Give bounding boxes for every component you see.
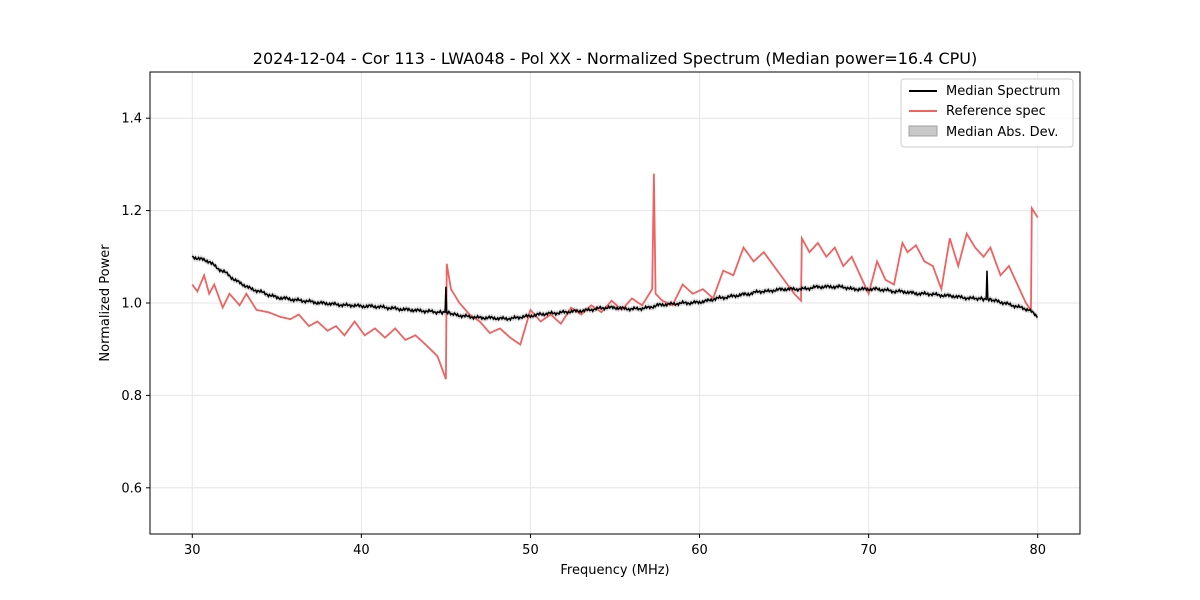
y-tick-label: 1.2 xyxy=(121,204,142,219)
x-axis-label: Frequency (MHz) xyxy=(560,563,669,578)
y-axis-label: Normalized Power xyxy=(98,244,113,362)
y-tick-label: 0.8 xyxy=(121,389,142,404)
reference-spectrum-line xyxy=(191,173,1039,380)
x-tick-label: 40 xyxy=(353,543,370,558)
legend: Median Spectrum Reference spec Median Ab… xyxy=(900,78,1074,148)
x-tick-label: 80 xyxy=(1029,543,1046,558)
y-tick-label: 1.0 xyxy=(121,297,142,312)
median-spectrum-line xyxy=(191,255,1038,322)
x-tick-label: 60 xyxy=(691,543,708,558)
series-layer xyxy=(191,173,1039,380)
y-tick-label: 0.6 xyxy=(121,481,142,496)
x-tick-label: 30 xyxy=(184,543,201,558)
x-tick-label: 50 xyxy=(522,543,539,558)
legend-mad-label: Median Abs. Dev. xyxy=(946,125,1058,140)
chart-title: 2024-12-04 - Cor 113 - LWA048 - Pol XX -… xyxy=(253,49,977,68)
x-axis-ticks: 30 40 50 60 70 80 xyxy=(184,534,1046,558)
y-tick-label: 1.4 xyxy=(121,112,142,127)
legend-box xyxy=(900,78,1074,148)
legend-mad-swatch xyxy=(908,125,938,137)
y-axis-ticks: 0.6 0.8 1.0 1.2 1.4 xyxy=(121,112,150,496)
legend-median-label: Median Spectrum xyxy=(946,84,1060,99)
legend-reference-label: Reference spec xyxy=(946,104,1046,119)
x-tick-label: 70 xyxy=(860,543,877,558)
